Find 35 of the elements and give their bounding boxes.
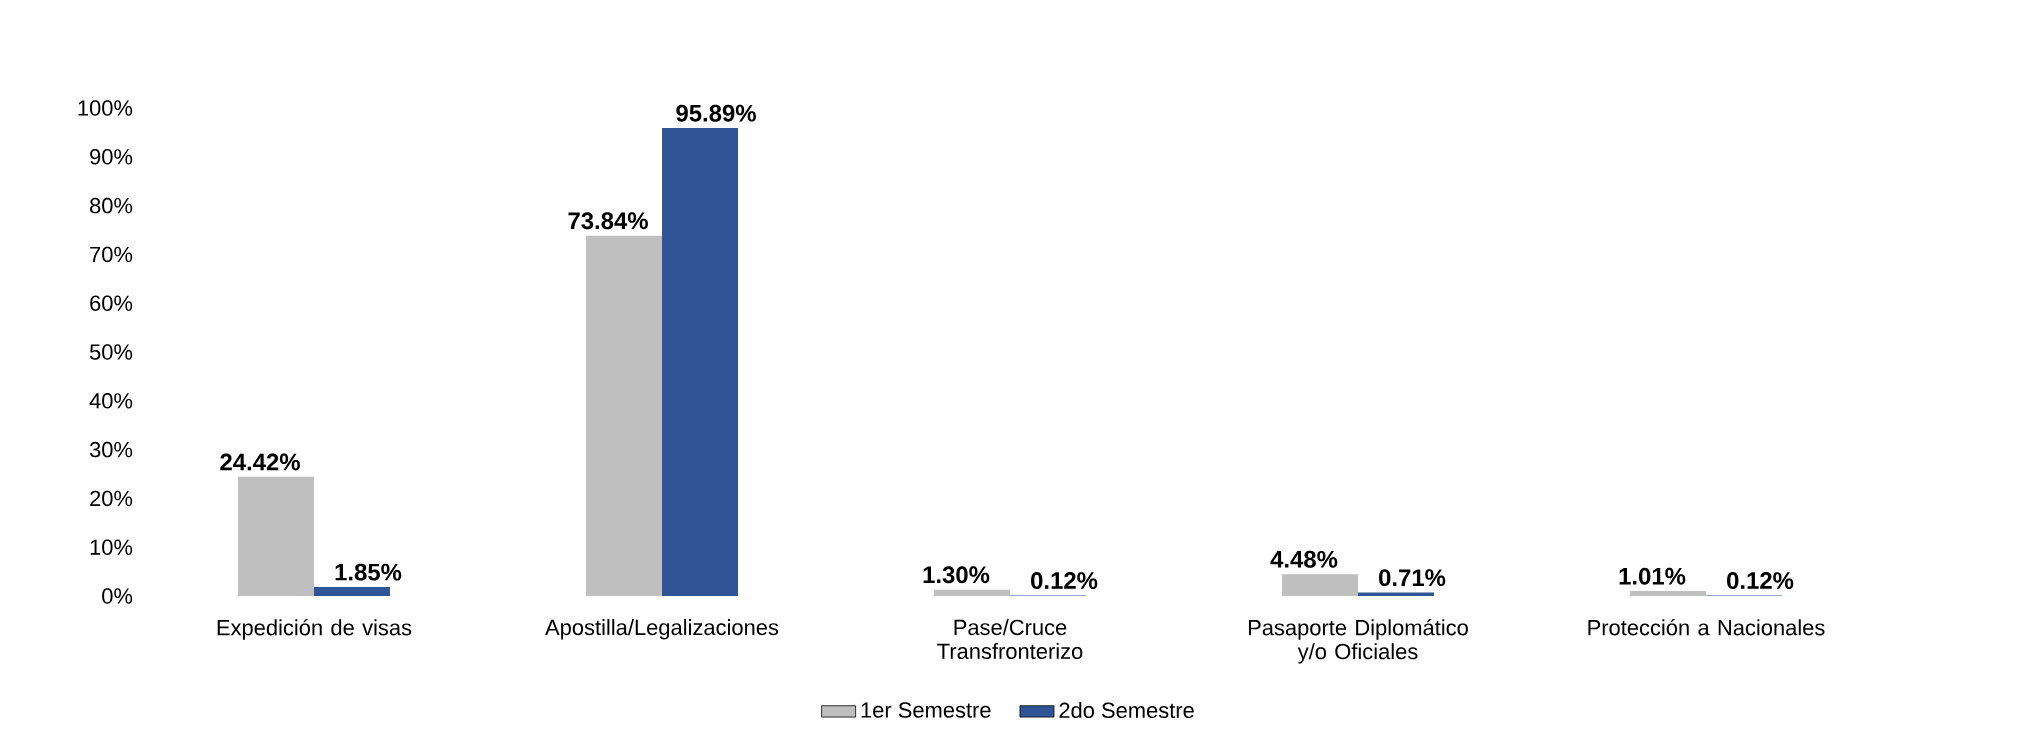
- bar: [314, 586, 390, 596]
- data-label: 0.71%: [1379, 569, 1446, 587]
- data-label: 0.12%: [1031, 572, 1098, 589]
- y-tick-label: 60%: [90, 295, 133, 311]
- data-label: 73.84%: [568, 212, 648, 230]
- y-tick-label: 90%: [90, 149, 133, 165]
- data-label: 0.12%: [1727, 572, 1794, 589]
- legend-label: 1er Semestre: [861, 702, 991, 718]
- legend-label: 2do Semestre: [1059, 701, 1194, 719]
- y-tick-label: 20%: [90, 490, 133, 507]
- bar: [1630, 591, 1707, 596]
- x-tick-label: Apostilla/Legalizaciones: [545, 619, 779, 640]
- data-label: 1.85%: [335, 563, 402, 581]
- data-label: 1.01%: [1619, 567, 1686, 585]
- y-tick-label: 40%: [89, 393, 133, 409]
- y-tick-label: 0%: [102, 588, 133, 604]
- y-tick-label: 10%: [90, 539, 133, 555]
- bar: [586, 235, 663, 596]
- y-tick-label: 80%: [90, 197, 133, 214]
- bar: [662, 128, 739, 596]
- x-tick-label: Protección a Nacionales: [1588, 619, 1825, 636]
- y-tick-label: 50%: [89, 344, 133, 360]
- x-tick-label: Expedición de visas: [217, 619, 412, 640]
- x-tick-label: Pase/Cruce Transfronterizo: [937, 619, 1083, 660]
- y-tick-label: 30%: [89, 441, 133, 458]
- bar: [1282, 574, 1359, 596]
- bar: [934, 589, 1011, 596]
- x-tick-label: Pasaporte Diplomático y/o Oficiales: [1248, 619, 1468, 664]
- data-label: 24.42%: [220, 453, 300, 471]
- y-tick-label: 70%: [90, 246, 133, 263]
- data-label: 4.48%: [1270, 550, 1338, 568]
- y-tick-label: 100%: [78, 100, 133, 116]
- bar: [238, 476, 314, 596]
- data-label: 95.89%: [676, 104, 756, 122]
- data-label: 1.30%: [923, 566, 990, 584]
